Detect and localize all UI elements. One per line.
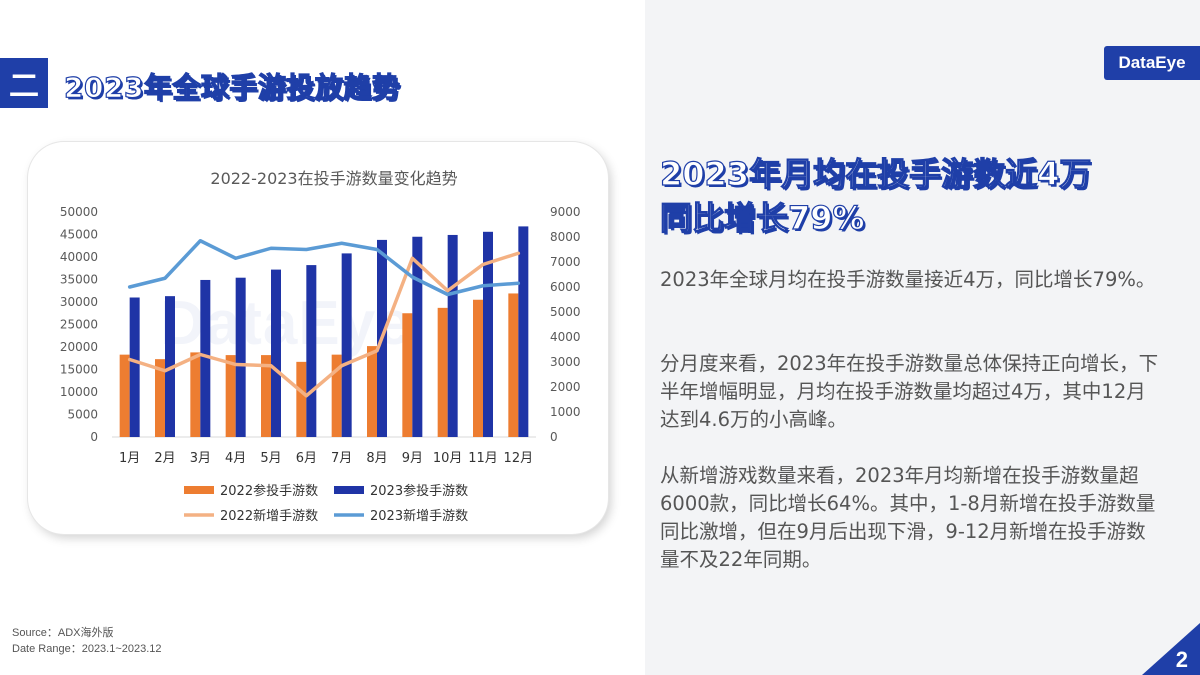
y-left-tick-label: 20000 xyxy=(60,340,98,354)
x-tick-label: 10月 xyxy=(433,451,463,466)
y-right-tick-label: 2000 xyxy=(550,380,581,394)
y-right-tick-label: 8000 xyxy=(550,230,581,244)
legend-label: 2023新增手游数 xyxy=(370,508,468,524)
bar-2022 xyxy=(331,354,342,437)
y-left-tick-label: 10000 xyxy=(60,385,98,399)
x-tick-label: 4月 xyxy=(225,451,246,466)
bar-2023 xyxy=(271,269,281,437)
x-tick-label: 1月 xyxy=(119,451,140,466)
bar-2022 xyxy=(437,307,448,437)
y-left-tick-label: 0 xyxy=(90,430,98,444)
y-left-tick-label: 30000 xyxy=(60,295,98,309)
date-range-line: Date Range：2023.1~2023.12 xyxy=(12,643,162,655)
section-title: 2023年全球手游投放趋势 xyxy=(63,70,401,104)
source-note: Source：ADX海外版 Date Range：2023.1~2023.12 xyxy=(12,625,162,657)
bar-2022 xyxy=(119,354,130,437)
x-tick-label: 7月 xyxy=(331,451,352,466)
chart: 2022-2023在投手游数量变化趋势050001000015000200002… xyxy=(60,169,581,524)
y-left-tick-label: 15000 xyxy=(60,363,98,377)
section-number-badge: 二 xyxy=(0,58,48,108)
y-right-tick-label: 7000 xyxy=(550,255,581,269)
bar-2022 xyxy=(261,355,271,437)
bar-2023 xyxy=(200,279,211,437)
page-number: 2 xyxy=(1175,647,1188,672)
y-left-tick-label: 25000 xyxy=(60,318,98,332)
x-tick-label: 12月 xyxy=(504,451,534,466)
bar-2022 xyxy=(473,299,483,437)
x-tick-label: 2月 xyxy=(154,451,175,466)
y-left-tick-label: 35000 xyxy=(60,273,98,287)
bar-2022 xyxy=(508,293,519,437)
legend-label: 2023参投手游数 xyxy=(370,483,468,499)
bar-2022 xyxy=(155,359,165,437)
y-left-tick-label: 50000 xyxy=(60,205,98,219)
x-tick-label: 3月 xyxy=(190,451,211,466)
x-tick-label: 11月 xyxy=(468,451,498,466)
bar-2022 xyxy=(402,313,413,437)
y-right-tick-label: 3000 xyxy=(550,355,581,369)
paragraph-summary: 2023年全球月均在投手游数量接近4万，同比增长79%。 xyxy=(660,268,1156,291)
headline-line-1: 2023年月均在投手游数近4万 xyxy=(659,154,1092,193)
bar-2023 xyxy=(235,277,246,437)
line-series-2022 xyxy=(127,251,521,398)
bar-2022 xyxy=(367,346,377,437)
source-line: Source：ADX海外版 xyxy=(12,627,114,639)
line-series-2023 xyxy=(127,239,521,297)
bar-2022 xyxy=(296,361,307,437)
y-right-tick-label: 5000 xyxy=(550,305,581,319)
y-right-tick-label: 9000 xyxy=(550,205,581,219)
y-right-tick-label: 0 xyxy=(550,430,558,444)
legend-label: 2022参投手游数 xyxy=(220,483,318,499)
y-left-tick-label: 5000 xyxy=(67,408,98,422)
corner-decoration xyxy=(1142,623,1200,675)
paragraph-monthly: 分月度来看，2023年在投手游数量总体保持正向增长，下半年增幅明显，月均在投手游… xyxy=(660,352,1159,431)
bar-2023 xyxy=(129,297,140,437)
x-tick-label: 9月 xyxy=(402,451,423,466)
y-left-tick-label: 45000 xyxy=(60,228,98,242)
legend-swatch xyxy=(184,486,214,494)
bar-2022 xyxy=(190,352,201,437)
dataeye-logo: DataEye xyxy=(1104,46,1200,80)
x-tick-label: 8月 xyxy=(366,451,387,466)
bar-2022 xyxy=(225,355,236,437)
headline: 2023年月均在投手游数近4万 同比增长79% xyxy=(659,152,1092,240)
headline-line-2: 同比增长79% xyxy=(659,198,865,237)
y-left-tick-label: 40000 xyxy=(60,250,98,264)
legend-label: 2022新增手游数 xyxy=(220,508,318,524)
y-right-tick-label: 1000 xyxy=(550,405,581,419)
y-right-tick-label: 6000 xyxy=(550,280,581,294)
legend-swatch xyxy=(334,486,364,494)
bar-2023 xyxy=(306,265,317,437)
x-tick-label: 5月 xyxy=(260,451,281,466)
right-panel xyxy=(645,0,1200,675)
bar-2023 xyxy=(518,226,529,437)
paragraph-new-games: 从新增游戏数量来看，2023年月均新增在投手游数量超6000款，同比增长64%。… xyxy=(660,464,1156,571)
bar-2023 xyxy=(447,234,458,437)
chart-title: 2022-2023在投手游数量变化趋势 xyxy=(210,169,457,188)
x-tick-label: 6月 xyxy=(296,451,317,466)
bar-2023 xyxy=(341,253,352,437)
bar-2023 xyxy=(412,236,423,437)
bar-2023 xyxy=(483,231,493,437)
y-right-tick-label: 4000 xyxy=(550,330,581,344)
